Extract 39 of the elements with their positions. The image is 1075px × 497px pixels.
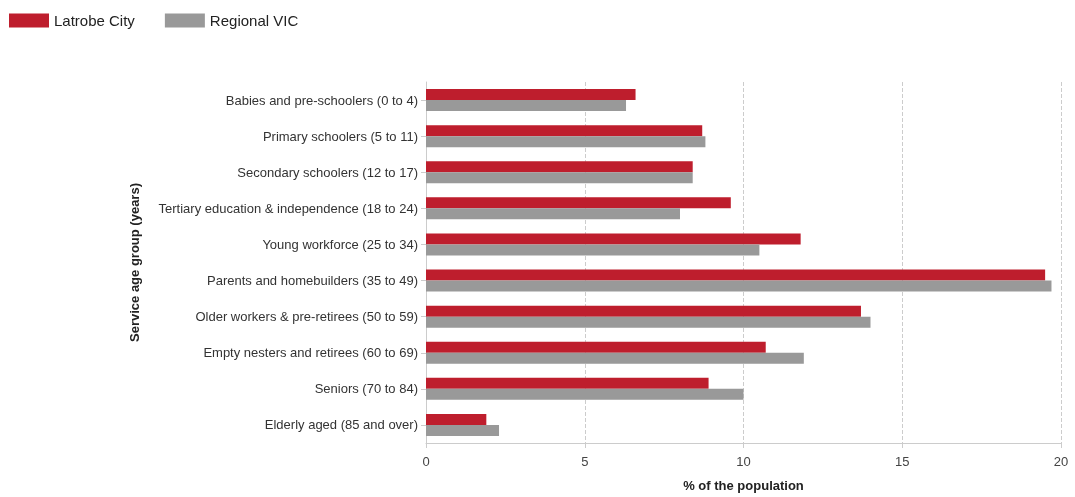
x-tick-label: 10 xyxy=(736,454,751,469)
x-tick-label: 15 xyxy=(895,454,910,469)
legend-label: Latrobe City xyxy=(54,12,136,29)
y-tick-label: Parents and homebuilders (35 to 49) xyxy=(206,273,418,289)
bar xyxy=(426,208,680,220)
x-tick-label: 0 xyxy=(422,454,430,469)
bar xyxy=(426,316,871,328)
bar xyxy=(426,197,731,209)
bar xyxy=(426,424,500,436)
y-tick-label: Young workforce (25 to 34) xyxy=(262,236,418,252)
bar xyxy=(426,233,801,245)
y-tick-label: Seniors (70 to 84) xyxy=(314,381,418,397)
y-tick-label: Empty nesters and retirees (60 to 69) xyxy=(203,345,418,361)
bar xyxy=(426,377,709,389)
bar xyxy=(426,244,760,256)
y-tick-label: Primary schoolers (5 to 11) xyxy=(262,128,418,144)
bar xyxy=(426,100,627,112)
bar xyxy=(426,269,1046,281)
legend-label: Regional VIC xyxy=(209,12,299,29)
bar xyxy=(426,125,703,137)
bar xyxy=(426,388,744,400)
y-tick-label: Elderly aged (85 and over) xyxy=(264,417,418,433)
bar xyxy=(426,89,636,101)
bar xyxy=(426,161,693,173)
bar xyxy=(426,413,487,425)
y-tick-label: Older workers & pre-retirees (50 to 59) xyxy=(195,309,418,325)
y-axis-title: Service age group (years) xyxy=(127,183,142,342)
x-tick-label: 20 xyxy=(1053,454,1069,469)
x-axis-title: % of the population xyxy=(683,478,804,493)
y-tick-label: Babies and pre-schoolers (0 to 4) xyxy=(225,92,418,108)
bar xyxy=(426,280,1052,292)
bar xyxy=(426,136,706,148)
bar xyxy=(426,305,861,317)
y-tick-label: Secondary schoolers (12 to 17) xyxy=(237,164,418,180)
bar xyxy=(426,352,804,364)
x-tick-label: 5 xyxy=(581,454,589,469)
bar xyxy=(426,341,766,353)
bar xyxy=(426,172,693,184)
y-tick-label: Tertiary education & independence (18 to 24) xyxy=(158,200,418,216)
